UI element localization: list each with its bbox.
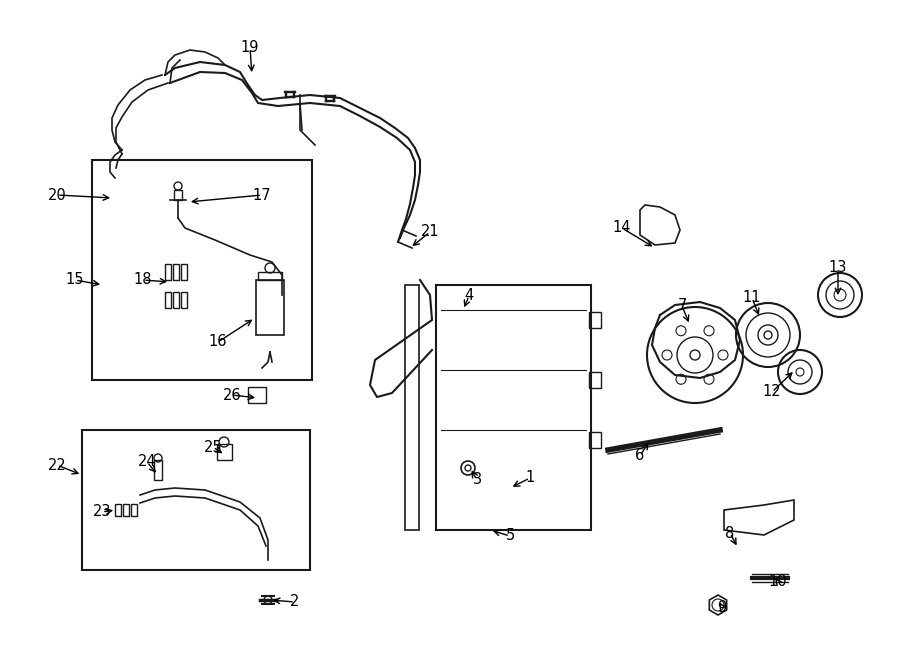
Text: 21: 21	[420, 225, 439, 239]
Bar	[92, 160, 312, 380]
Bar	[436, 285, 591, 530]
Bar	[123, 504, 129, 516]
Text: 13: 13	[829, 260, 847, 276]
Text: 26: 26	[222, 387, 241, 403]
Bar	[181, 292, 187, 308]
Bar	[154, 460, 162, 480]
Bar	[256, 280, 284, 335]
Bar	[217, 444, 232, 460]
Bar	[589, 432, 601, 448]
Text: 8: 8	[725, 525, 734, 541]
Text: 22: 22	[48, 457, 67, 473]
Bar	[131, 504, 137, 516]
Text: 2: 2	[291, 594, 300, 609]
Text: 3: 3	[472, 473, 482, 488]
Text: 5: 5	[506, 529, 515, 543]
Text: 20: 20	[48, 188, 67, 202]
Bar	[165, 292, 171, 308]
Text: 23: 23	[93, 504, 112, 520]
Text: 7: 7	[678, 299, 687, 313]
Bar	[165, 264, 171, 280]
Text: 25: 25	[203, 440, 222, 455]
Text: 17: 17	[253, 188, 271, 202]
Text: 4: 4	[464, 288, 473, 303]
Bar	[115, 504, 121, 516]
Text: 11: 11	[742, 290, 761, 305]
Text: 15: 15	[66, 272, 85, 288]
Bar	[248, 387, 266, 403]
Bar	[181, 264, 187, 280]
Bar	[258, 272, 282, 280]
Text: 10: 10	[769, 574, 788, 590]
Text: 16: 16	[209, 334, 227, 350]
Text: 9: 9	[717, 600, 726, 615]
Bar	[174, 190, 182, 200]
Text: 24: 24	[138, 455, 157, 469]
Text: 12: 12	[762, 385, 781, 399]
Text: 18: 18	[134, 272, 152, 288]
Bar	[173, 292, 179, 308]
Bar	[82, 430, 310, 570]
Bar	[589, 372, 601, 388]
Text: 6: 6	[635, 449, 644, 463]
Text: 1: 1	[526, 471, 535, 485]
Bar	[405, 285, 419, 530]
Bar	[173, 264, 179, 280]
Bar	[589, 312, 601, 328]
Text: 14: 14	[613, 221, 631, 235]
Text: 19: 19	[241, 40, 259, 56]
